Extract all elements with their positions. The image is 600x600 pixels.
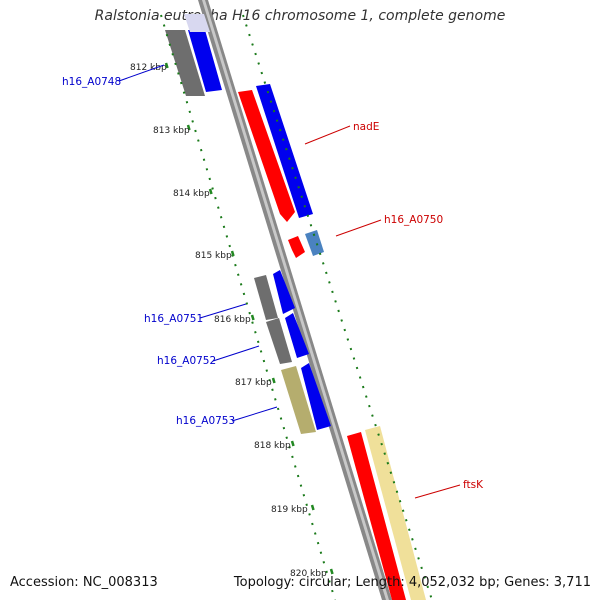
gene-block-paleyellow-ftsk[interactable] xyxy=(365,426,426,600)
ruler-tick-label: 813 kbp xyxy=(153,126,190,136)
ruler-tick-label: 820 kbp xyxy=(290,569,327,579)
gene-label-h16-a0750[interactable]: h16_A0750 xyxy=(384,214,443,226)
ruler-tick-label: 818 kbp xyxy=(254,441,291,451)
gene-label-h16-a0751[interactable]: h16_A0751 xyxy=(144,313,203,325)
accession-label: Accession: NC_008313 xyxy=(10,575,158,590)
ruler-tick-mark xyxy=(186,124,191,131)
gene-block-grey-a0748[interactable] xyxy=(165,30,205,96)
ruler-tick-label: 816 kbp xyxy=(214,315,251,325)
ruler-tick-mark xyxy=(310,504,315,511)
ruler-tick-mark xyxy=(164,62,169,69)
gene-label-nade[interactable]: nadE xyxy=(353,121,379,133)
gene-callout-line xyxy=(335,219,382,237)
ruler-ticks: 812 kbp 813 kbp 814 kbp 815 kbp 816 kbp 817 k… xyxy=(130,62,334,579)
gene-callout-line xyxy=(414,484,461,499)
gene-callout-line xyxy=(231,406,278,422)
gene-block-grey-a0752[interactable] xyxy=(266,318,292,364)
gene-block-red-nade[interactable] xyxy=(238,90,295,222)
backbone-highlight xyxy=(202,0,389,600)
gene-callout-line xyxy=(212,345,260,362)
gene-block-red-ftsk[interactable] xyxy=(347,432,406,600)
gene-block-steelblue-a0750[interactable] xyxy=(305,230,324,256)
gene-callout-line xyxy=(199,303,247,319)
gene-block-pale-top xyxy=(184,14,210,32)
ruler-tick-label: 817 kbp xyxy=(235,378,272,388)
gene-block-red-a0750[interactable] xyxy=(288,236,305,258)
ruler-track-inner xyxy=(160,14,336,600)
ruler-tick-mark xyxy=(230,250,235,257)
ruler-tick-mark xyxy=(290,440,295,447)
gene-label-h16-a0753[interactable]: h16_A0753 xyxy=(176,415,235,427)
ruler-tick-label: 814 kbp xyxy=(173,189,210,199)
ruler-tick-label: 815 kbp xyxy=(195,251,232,261)
gene-block-blue-a0748[interactable] xyxy=(188,30,222,92)
gene-block-olive-a0753[interactable] xyxy=(281,366,316,434)
gene-label-ftsk[interactable]: ftsK xyxy=(463,479,484,491)
gene-callout-line xyxy=(304,125,351,145)
ruler-tick-mark xyxy=(250,314,255,321)
ruler-tick-mark xyxy=(329,568,334,575)
ruler-tick-label: 819 kbp xyxy=(271,505,308,515)
gene-block-blue-nade[interactable] xyxy=(256,84,313,218)
gene-block-blue-a0753[interactable] xyxy=(301,363,331,430)
ruler-tick-label: 812 kbp xyxy=(130,63,167,73)
genome-stats-label: Topology: circular; Length: 4,052,032 bp… xyxy=(233,575,591,590)
gene-block-grey-a0751[interactable] xyxy=(254,275,278,320)
gene-label-h16-a0752[interactable]: h16_A0752 xyxy=(157,355,216,367)
gene-label-h16-a0748[interactable]: h16_A0748 xyxy=(62,76,121,88)
ruler-tick-mark xyxy=(271,377,276,384)
gene-labels: h16_A0748 nadE h16_A0750 h16_A0751 h16_A0752… xyxy=(62,64,484,499)
ruler-tick-mark xyxy=(208,188,213,195)
gene-block-blue-a0752[interactable] xyxy=(285,313,309,358)
gene-callout-line xyxy=(118,64,165,82)
gene-block-blue-a0751[interactable] xyxy=(273,270,295,314)
